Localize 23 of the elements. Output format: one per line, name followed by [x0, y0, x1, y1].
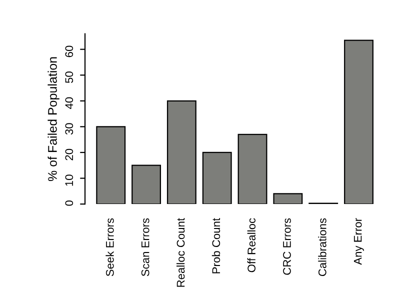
x-tick-label: Calibrations	[318, 218, 326, 276]
bar	[166, 100, 196, 204]
bar	[344, 40, 374, 204]
x-tick-label: CRC Errors	[283, 218, 291, 275]
y-axis-title: % of Failed Population	[48, 57, 60, 182]
y-tick-label: 10	[65, 174, 74, 186]
bar	[96, 126, 126, 204]
y-tick-label: 30	[65, 123, 74, 135]
x-tick-label: Off Realloc	[247, 218, 256, 272]
x-tick-label: Prob Count	[212, 218, 220, 274]
bar	[202, 152, 232, 204]
x-tick-label: Realloc Count	[176, 218, 185, 287]
y-tick-label: 0	[65, 200, 74, 206]
bar	[273, 193, 303, 204]
x-tick-label: Seek Errors	[106, 218, 114, 276]
x-tick-label: Any Error	[354, 218, 364, 265]
y-tick-label: 20	[65, 148, 74, 160]
bar	[132, 164, 161, 204]
y-tick-label: 50	[65, 72, 74, 83]
y-tick-label: 60	[65, 46, 74, 58]
y-tick-label: 40	[65, 97, 74, 109]
bar	[238, 134, 268, 204]
x-tick-label: Scan Errors	[141, 218, 150, 276]
